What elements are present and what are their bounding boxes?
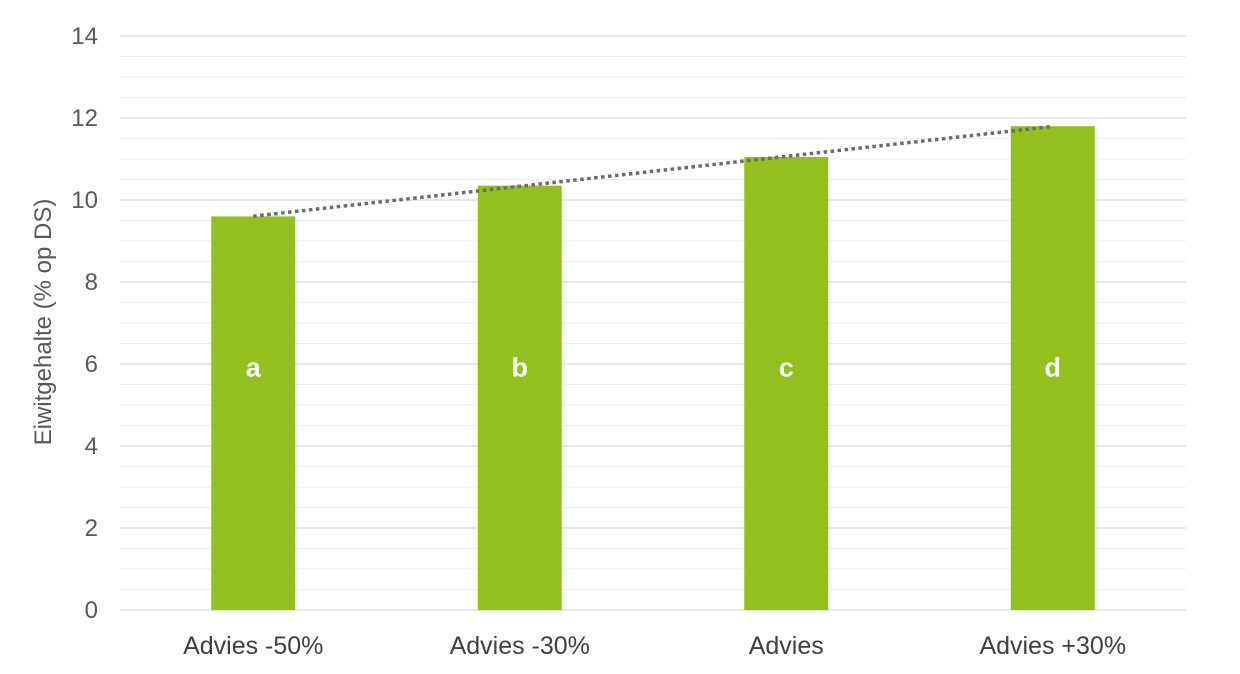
bar <box>1010 126 1095 610</box>
bar-label: c <box>779 352 794 382</box>
y-tick-label: 8 <box>85 269 98 296</box>
y-tick-label: 2 <box>85 515 98 542</box>
bar-label: b <box>512 352 529 382</box>
bars <box>211 126 1095 610</box>
x-category-label: Advies -50% <box>183 632 323 660</box>
bar-label: d <box>1045 352 1062 382</box>
bar <box>477 185 562 610</box>
y-tick-label: 12 <box>71 105 98 132</box>
y-tick-label: 14 <box>71 23 98 50</box>
y-axis-label: Eiwitgehalte (% op DS) <box>30 199 57 446</box>
y-axis-ticks: 0 2 4 6 8 10 12 14 <box>71 23 98 624</box>
y-tick-label: 10 <box>71 187 98 214</box>
y-tick-label: 6 <box>85 351 98 378</box>
x-axis-ticks: Advies -50% Advies -30% Advies Advies +30% <box>183 632 1126 660</box>
bar-label: a <box>246 352 262 382</box>
bar <box>744 156 829 610</box>
bar <box>211 216 296 610</box>
x-category-label: Advies +30% <box>979 632 1126 660</box>
x-category-label: Advies <box>749 632 824 660</box>
bar-labels: a b c d <box>246 352 1061 382</box>
y-tick-label: 0 <box>85 597 98 624</box>
y-tick-label: 4 <box>85 433 98 460</box>
trendline <box>253 124 1053 218</box>
gridlines <box>120 35 1186 611</box>
x-category-label: Advies -30% <box>450 632 590 660</box>
trendline-layer <box>253 124 1053 218</box>
